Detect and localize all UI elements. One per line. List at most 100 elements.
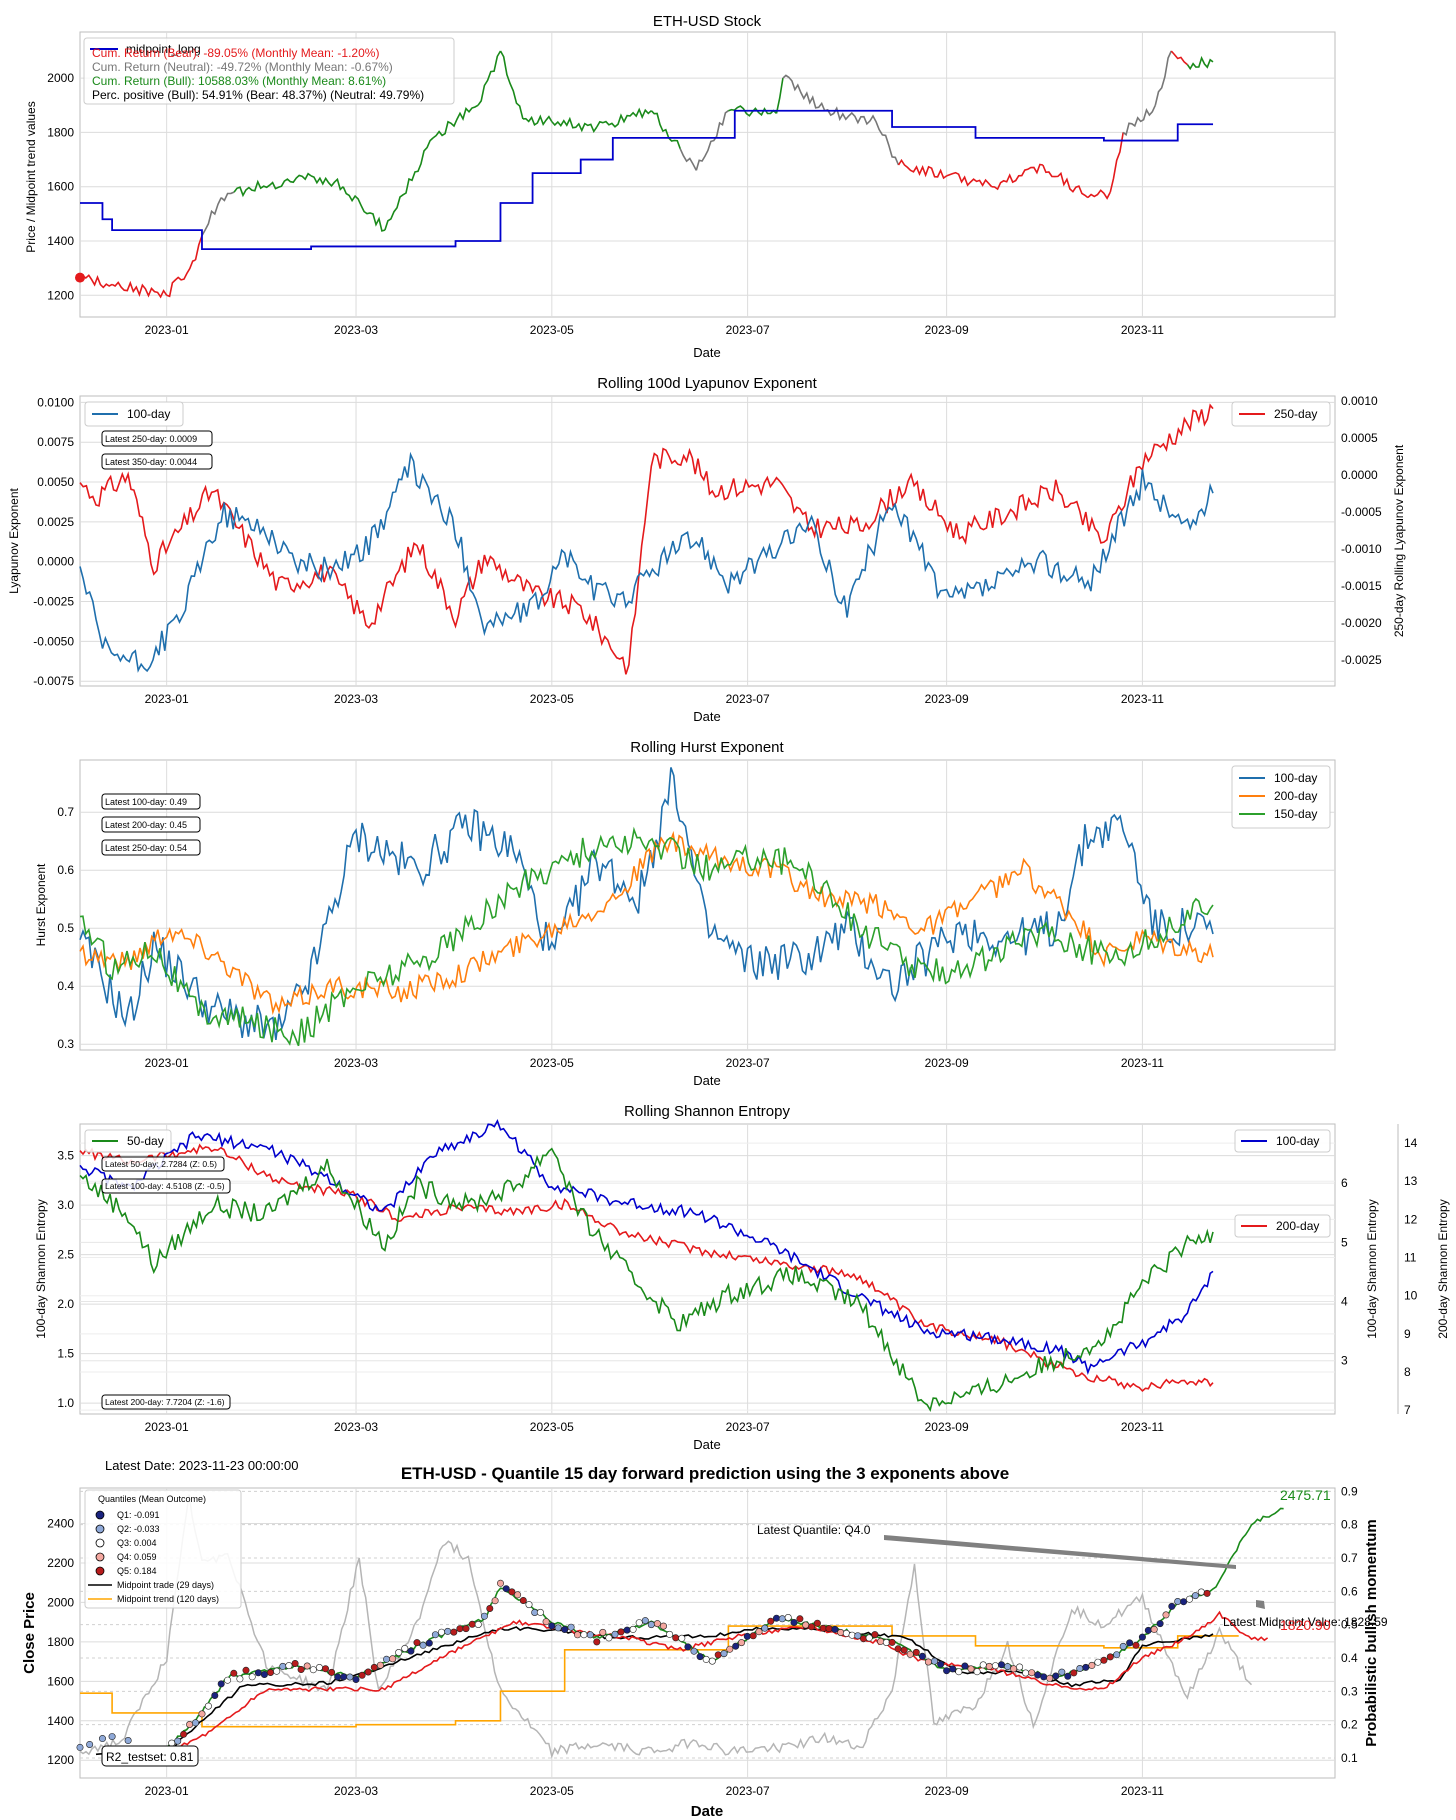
quantile-point (743, 1632, 751, 1640)
quantile-point (1058, 1668, 1066, 1676)
shannon-y-tick: 2.5 (57, 1248, 74, 1262)
price-y-tick: 1400 (47, 234, 74, 248)
quantile-point (266, 1669, 274, 1677)
quantile-point (273, 1667, 281, 1675)
quantile-point (462, 1625, 470, 1633)
quantile-point (395, 1649, 403, 1657)
quantile-point (1180, 1598, 1188, 1606)
quantile-point (321, 1665, 329, 1673)
quantile-point (1203, 1589, 1211, 1597)
latest-close-value: 2475.71 (1280, 1487, 1331, 1503)
quantile-point (486, 1605, 494, 1613)
quantile-point (825, 1625, 833, 1633)
quantile-point (364, 1668, 372, 1676)
quantile-point (991, 1662, 999, 1670)
price-segment-bull (233, 172, 312, 198)
quantile-point (192, 1719, 200, 1727)
price-segment-bull (310, 175, 344, 191)
price-y-tick: 1800 (47, 125, 74, 139)
quantile-point (370, 1663, 378, 1671)
quantile-point (279, 1662, 287, 1670)
q3-swatch (95, 1538, 105, 1548)
quantile-point (346, 1673, 354, 1681)
shannon-chart-title: Rolling Shannon Entropy (624, 1103, 790, 1120)
quantile-point (1004, 1663, 1012, 1671)
quantile-point (450, 1628, 458, 1636)
price-start-marker (75, 272, 85, 283)
lyapunov-note-250: Latest 250-day: 0.0009 (105, 434, 197, 444)
lyapunov-right-y-tick: 0.0000 (1341, 468, 1378, 482)
price-y-tick: 1200 (47, 288, 74, 302)
quantile-point (580, 1631, 588, 1639)
price-y-tick: 2000 (47, 71, 74, 85)
midpoint-long-legend-label: midpoint_long (126, 42, 201, 56)
q3-label: Q3: 0.004 (117, 1538, 157, 1548)
quantile-x-tick: 2023-03 (334, 1784, 378, 1798)
quantile-point (211, 1692, 219, 1700)
shannon-right-y-tick: 6 (1341, 1176, 1348, 1190)
quantile-chart-title: ETH-USD - Quantile 15 day forward predic… (401, 1464, 1009, 1483)
quantile-point (629, 1625, 637, 1633)
shannon-x-tick: 2023-07 (726, 1420, 770, 1434)
r2-label: R2_testset: 0.81 (106, 1750, 194, 1764)
momentum-y-tick: 0.2 (1341, 1718, 1358, 1732)
hurst-chart: Rolling Hurst Exponent 0.3 0.4 0.5 0.6 0.7 2… (34, 739, 1336, 1088)
quantile-point (865, 1634, 873, 1642)
quantile-point (924, 1658, 932, 1666)
shannon-note-100: Latest 100-day: 4.5108 (Z: -0.5) (105, 1181, 225, 1191)
q1-swatch (95, 1510, 105, 1520)
quantile-point (1197, 1588, 1205, 1596)
quantile-point (961, 1662, 969, 1670)
q1-label: Q1: -0.091 (117, 1510, 160, 1520)
quantile-y-tick: 1400 (47, 1714, 74, 1728)
quantile-point (1106, 1653, 1114, 1661)
hurst-y-tick: 0.5 (57, 921, 74, 935)
quantile-point (437, 1628, 445, 1636)
price-segment-neutral (679, 148, 698, 171)
shannon-right2-y-tick: 8 (1404, 1365, 1411, 1379)
price-legend-box (83, 37, 455, 105)
quantile-x-tick: 2023-11 (1121, 1784, 1164, 1798)
quantile-point (778, 1615, 786, 1623)
shannon-right2-y-tick: 13 (1404, 1174, 1418, 1188)
shannon-notes: Latest 50-day: 2.7284 (Z: 0.5) Latest 10… (101, 1156, 231, 1410)
quantile-point (593, 1638, 601, 1646)
quantile-plot-area (79, 1487, 1336, 1779)
quantile-point (1144, 1626, 1152, 1634)
quantile-point (168, 1739, 176, 1747)
price-segment-bull (650, 110, 681, 149)
momentum-y-tick: 0.1 (1341, 1751, 1358, 1765)
price-segment-neutral (220, 191, 235, 202)
quantile-point (468, 1620, 476, 1628)
shannon-x-label: Date (693, 1437, 720, 1452)
quantile-point (906, 1650, 914, 1658)
quantile-point (413, 1639, 421, 1647)
quantile-point (943, 1667, 951, 1675)
hurst-chart-title: Rolling Hurst Exponent (630, 739, 784, 756)
quantile-point (1174, 1598, 1182, 1606)
shannon-x-tick: 2023-05 (530, 1420, 574, 1434)
midpoint-trend-line (80, 1625, 1239, 1728)
lyapunov-100-day-line (79, 451, 1214, 673)
quantile-x-tick: 2023-01 (145, 1784, 189, 1798)
price-x-tick: 2023-11 (1121, 323, 1164, 337)
lyapunov-x-tick: 2023-07 (726, 692, 770, 706)
quantile-point (737, 1639, 745, 1647)
lyapunov-250-day-line (79, 403, 1214, 675)
latest-midpoint-arrow (1256, 1600, 1265, 1609)
quantile-point (672, 1634, 680, 1642)
lyapunov-250-day-label: 250-day (1274, 407, 1317, 421)
quantile-point (254, 1669, 262, 1677)
latest-quantile-arrow (884, 1535, 1236, 1569)
hurst-note-250: Latest 250-day: 0.54 (105, 843, 187, 853)
price-segment-bear (1109, 132, 1124, 193)
price-segment-bull (596, 107, 652, 128)
momentum-y-tick: 0.4 (1341, 1651, 1358, 1665)
shannon-right-y-tick: 4 (1341, 1295, 1348, 1309)
shannon-legend-100: 100-day (1234, 1129, 1331, 1153)
lyapunov-x-tick: 2023-01 (145, 692, 189, 706)
price-segment-bear (897, 158, 948, 180)
quantile-point (807, 1623, 815, 1631)
quantile-legend: Quantiles (Mean Outcome) Q1: -0.091 Q2: … (84, 1489, 242, 1609)
